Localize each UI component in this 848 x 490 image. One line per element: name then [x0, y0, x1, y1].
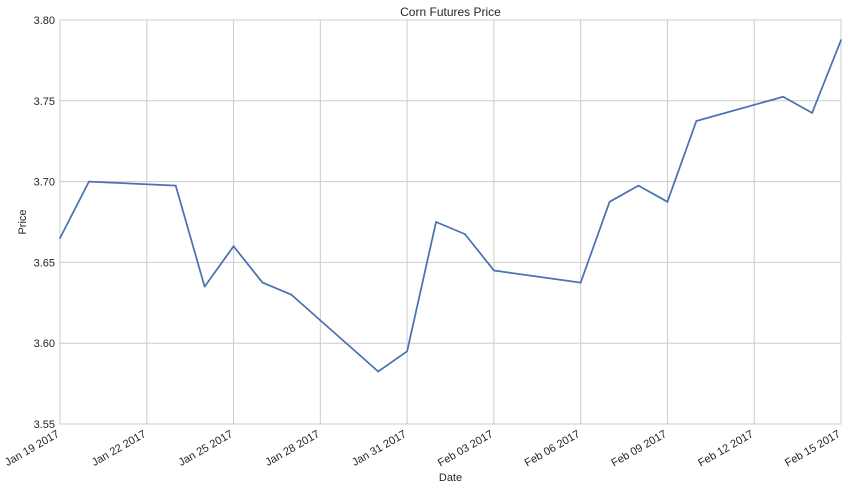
y-axis-ticks: 3.55 3.60 3.65 3.70 3.75 3.80	[34, 15, 55, 431]
data-point	[174, 184, 177, 187]
data-point	[492, 269, 495, 272]
x-axis-label: Date	[439, 472, 462, 484]
data-point	[637, 184, 640, 187]
x-tick-label: Feb 12 2017	[696, 428, 756, 469]
x-axis-ticks: Jan 19 2017 Jan 22 2017 Jan 25 2017 Jan 28 …	[3, 428, 842, 469]
data-point	[377, 370, 380, 373]
x-tick-label: Feb 15 2017	[783, 428, 843, 469]
y-tick-label: 3.75	[34, 96, 55, 108]
y-tick-label: 3.55	[34, 419, 55, 431]
series-layer	[59, 39, 842, 373]
y-axis-label: Price	[17, 209, 29, 234]
data-point	[464, 233, 466, 236]
x-tick-label: Feb 06 2017	[523, 428, 583, 469]
data-point	[840, 39, 842, 42]
data-point	[203, 285, 206, 288]
chart-title: Corn Futures Price	[400, 5, 501, 19]
data-point	[261, 281, 264, 284]
data-point	[290, 293, 293, 296]
grid	[59, 19, 842, 425]
x-tick-label: Jan 28 2017	[263, 428, 321, 469]
data-point	[666, 200, 669, 203]
x-tick-label: Jan 25 2017	[177, 428, 235, 469]
x-tick-label: Feb 03 2017	[436, 428, 496, 469]
data-point	[232, 245, 235, 248]
data-point	[88, 180, 90, 183]
x-tick-label: Jan 31 2017	[350, 428, 408, 469]
x-tick-label: Jan 19 2017	[3, 428, 61, 469]
data-point	[579, 281, 582, 284]
y-tick-label: 3.65	[34, 257, 55, 269]
data-point	[435, 221, 437, 223]
data-point	[782, 95, 785, 98]
data-point	[406, 350, 409, 353]
y-tick-label: 3.80	[34, 15, 55, 27]
y-tick-label: 3.60	[34, 338, 55, 350]
data-point	[59, 237, 61, 240]
x-tick-label: Feb 09 2017	[609, 428, 669, 469]
price-series-line	[59, 39, 842, 373]
y-tick-label: 3.70	[34, 177, 55, 189]
x-tick-label: Jan 22 2017	[90, 428, 148, 469]
data-point	[695, 120, 698, 122]
data-point	[608, 200, 611, 203]
plot-area	[59, 19, 842, 425]
data-point	[811, 112, 813, 114]
